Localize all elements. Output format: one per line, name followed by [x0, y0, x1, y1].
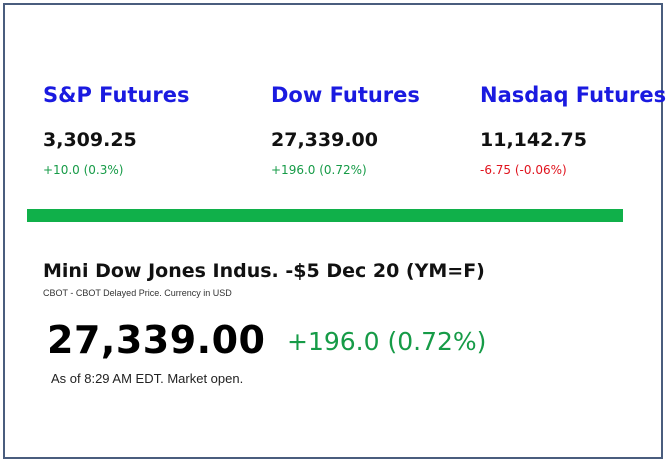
quote-source: CBOT - CBOT Delayed Price. Currency in U…: [43, 288, 232, 298]
futures-change: +196.0 (0.72%): [271, 163, 367, 177]
futures-change: -6.75 (-0.06%): [480, 163, 567, 177]
futures-price: 27,339.00: [271, 129, 378, 151]
futures-item-nasdaq[interactable]: Nasdaq Futures 11,142.75 -6.75 (-0.06%): [480, 81, 666, 178]
quote-price: 27,339.00: [47, 318, 266, 362]
selected-indicator-bar: [27, 209, 623, 222]
futures-item-dow[interactable]: Dow Futures 27,339.00 +196.0 (0.72%): [271, 81, 420, 178]
quote-timestamp: As of 8:29 AM EDT. Market open.: [51, 371, 244, 386]
futures-price: 11,142.75: [480, 129, 587, 151]
futures-item-sp[interactable]: S&P Futures 3,309.25 +10.0 (0.3%): [43, 81, 189, 178]
futures-name[interactable]: Dow Futures: [271, 83, 420, 107]
quote-title: Mini Dow Jones Indus. -$5 Dec 20 (YM=F): [43, 260, 485, 282]
screenshot-frame: S&P Futures 3,309.25 +10.0 (0.3%) Dow Fu…: [3, 3, 666, 459]
futures-name[interactable]: S&P Futures: [43, 83, 190, 107]
futures-price: 3,309.25: [43, 129, 137, 151]
futures-name[interactable]: Nasdaq Futures: [480, 83, 667, 107]
quote-change: +196.0 (0.72%): [287, 327, 487, 356]
futures-change: +10.0 (0.3%): [43, 163, 124, 177]
